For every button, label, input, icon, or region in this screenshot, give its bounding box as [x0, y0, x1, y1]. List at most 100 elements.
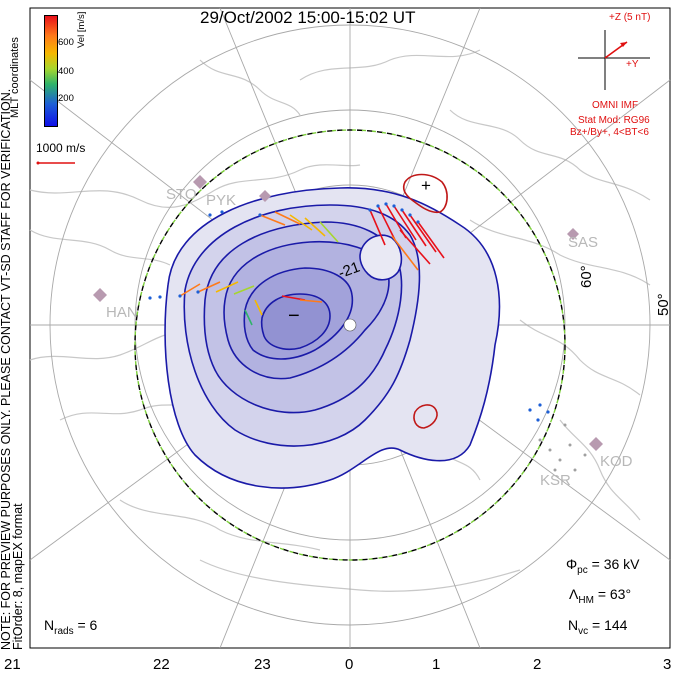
hm-boundary-green [134, 129, 566, 561]
lambda-symbol: Λ [569, 586, 579, 602]
grey-data-points [538, 423, 587, 472]
small-cell [413, 404, 438, 429]
vector-line [401, 209, 427, 247]
vector-line [259, 214, 286, 226]
imf-z-label: +Z (5 nT) [609, 12, 651, 23]
nvc-value: = 144 [592, 617, 628, 633]
radar-label-han: HAN [106, 304, 138, 321]
nrads-subscript: rads [54, 625, 74, 637]
contour-6 [260, 293, 331, 351]
vector-line [393, 205, 417, 241]
imf-model: Stat Mod: RG96 [578, 115, 650, 126]
vector-line [299, 299, 323, 303]
vector-line [399, 229, 431, 265]
radar-label-ksr: KSR [540, 472, 571, 489]
vector-dot [392, 204, 396, 208]
preview-watermark: NOTE: FOR PREVIEW PURPOSES ONLY. PLEASE … [0, 89, 25, 650]
vector-line [244, 309, 253, 326]
contour-pos [359, 234, 403, 281]
data-point [568, 443, 572, 447]
latitude-label-60: 60° [578, 265, 595, 288]
colorbar-tick-400: 400 [58, 66, 74, 77]
phi-value: = 36 kV [591, 556, 640, 572]
colorbar-tick-600: 600 [58, 37, 74, 48]
radar-sites [93, 175, 603, 451]
imf-condition: Bz+/By+, 4<BT<6 [570, 127, 649, 138]
map-title: 29/Oct/2002 15:00-15:02 UT [200, 8, 416, 27]
positive-cell-marker: + [421, 176, 431, 195]
vector-line [197, 281, 221, 293]
vector-dot [546, 410, 550, 414]
nvc-subscript: vc [578, 625, 589, 637]
scale-vector-label: 1000 m/s [36, 141, 86, 155]
radar-label-sto: STO [166, 186, 197, 203]
radar-site-marker [193, 175, 207, 189]
latitude-label-50: 50° [655, 293, 672, 316]
nrads-value: = 6 [77, 617, 98, 633]
vector-count: Nvc = 144 [568, 617, 627, 637]
vector-dot [536, 418, 540, 422]
vector-line [391, 235, 419, 271]
vector-line [215, 281, 239, 293]
data-point [548, 448, 552, 452]
phi-subscript: pc [577, 564, 588, 576]
radar-site-marker [567, 228, 579, 240]
vector-line [274, 211, 301, 225]
mlt-tick-3: 3 [663, 656, 672, 673]
radar-count: Nrads = 6 [44, 617, 97, 637]
vector-line [377, 205, 396, 241]
mlt-tick-23: 23 [254, 656, 271, 673]
vector-line [417, 221, 445, 259]
data-point [558, 458, 562, 462]
mlt-tick-1: 1 [432, 656, 441, 673]
vector-dot [158, 295, 162, 299]
vector-dot [376, 204, 380, 208]
vector-dot [416, 220, 420, 224]
data-point [573, 468, 577, 472]
vector-line [289, 214, 313, 231]
colorbar-unit: Vel [m/s] [76, 11, 87, 48]
phi-symbol: Φ [566, 556, 578, 572]
vector-dot [408, 213, 412, 217]
vector-dot [538, 403, 542, 407]
radar-site-marker [93, 288, 107, 302]
vector-origins [148, 202, 550, 422]
vector-line [233, 285, 255, 295]
mlt-tick-21: 21 [4, 656, 21, 673]
velocity-colorbar [44, 15, 58, 127]
vector-dot [220, 210, 224, 214]
radar-label-kod: KOD [600, 453, 633, 470]
negative-cell-marker: − [288, 305, 300, 327]
data-point [553, 468, 557, 472]
vector-dot [178, 294, 182, 298]
radar-site-marker [589, 437, 603, 451]
vector-line [254, 299, 263, 316]
mlt-tick-2: 2 [533, 656, 542, 673]
vector-dot [400, 208, 404, 212]
pos-cell-boundary [402, 173, 448, 214]
vector-dot [528, 408, 532, 412]
vector-line [369, 209, 386, 246]
lambda-value: = 63° [597, 586, 632, 602]
imf-y-label: +Y [626, 59, 639, 70]
data-point [583, 453, 587, 457]
scale-vector-dot [36, 161, 40, 165]
nrads-symbol: N [44, 617, 55, 633]
vector-dot [368, 208, 372, 212]
lambda-subscript: HM [578, 594, 594, 606]
vector-dot [384, 202, 388, 206]
vector-line [304, 217, 326, 237]
vector-dot [258, 213, 262, 217]
data-point [563, 423, 567, 427]
vector-dot [148, 296, 152, 300]
radar-site-marker [259, 190, 271, 202]
hm-boundary-latitude: ΛHM = 63° [569, 586, 631, 606]
nvc-symbol: N [568, 617, 579, 633]
cross-polar-potential: Φpc = 36 kV [566, 556, 640, 576]
vector-line [319, 221, 339, 243]
velocity-vectors [179, 203, 445, 326]
data-point [538, 438, 542, 442]
mlt-tick-22: 22 [153, 656, 170, 673]
radar-label-pyk: PYK [206, 192, 237, 209]
potential-contours [164, 187, 501, 489]
